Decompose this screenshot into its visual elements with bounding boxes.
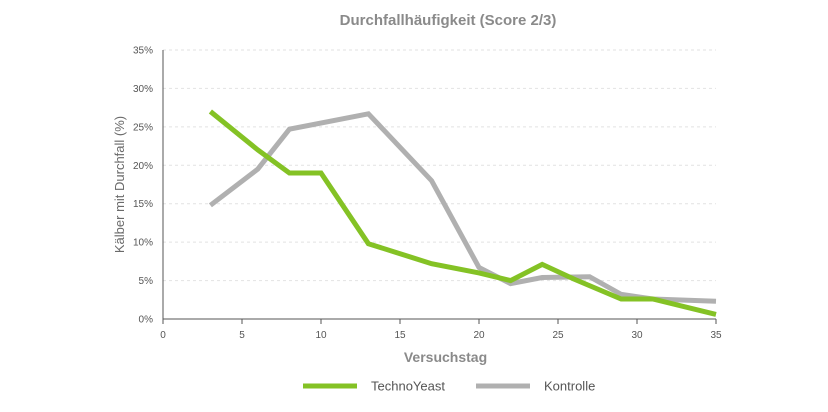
x-tick-label: 30	[631, 330, 643, 341]
legend-label: Kontrolle	[544, 379, 595, 394]
legend-label: TechnoYeast	[371, 379, 445, 394]
chart-title: Durchfallhäufigkeit (Score 2/3)	[340, 12, 557, 29]
x-tick-label: 20	[473, 330, 485, 341]
legend-item-technoyeast: TechnoYeast	[303, 379, 445, 394]
legend: TechnoYeast Kontrolle	[303, 379, 595, 394]
x-axis-label: Versuchstag	[404, 349, 487, 365]
x-tick-label: 15	[394, 330, 406, 341]
y-tick-label: 25%	[133, 122, 153, 133]
series-line-technoyeast	[208, 109, 717, 317]
grid	[163, 49, 716, 282]
y-tick-label: 35%	[133, 46, 153, 57]
series-line-kontrolle	[208, 111, 717, 304]
y-tick-label: 10%	[133, 238, 153, 249]
y-tick-label: 15%	[133, 199, 153, 210]
x-tick-label: 25	[552, 330, 564, 341]
y-tick-label: 5%	[139, 276, 154, 287]
x-tick-label: 35	[710, 330, 722, 341]
x-tick-label: 0	[160, 330, 166, 341]
legend-item-kontrolle: Kontrolle	[476, 379, 595, 394]
y-tick-label: 30%	[133, 84, 153, 95]
y-tick-label: 20%	[133, 161, 153, 172]
y-axis-label: Kälber mit Durchfall (%)	[112, 116, 127, 253]
axes: 0% 5% 10% 15% 20% 25% 30% 35% 0 5 10 15 20 25 30 35	[133, 46, 722, 342]
x-tick-label: 10	[315, 330, 327, 341]
series	[208, 109, 717, 317]
x-tick-label: 5	[239, 330, 245, 341]
y-tick-label: 0%	[139, 315, 154, 326]
